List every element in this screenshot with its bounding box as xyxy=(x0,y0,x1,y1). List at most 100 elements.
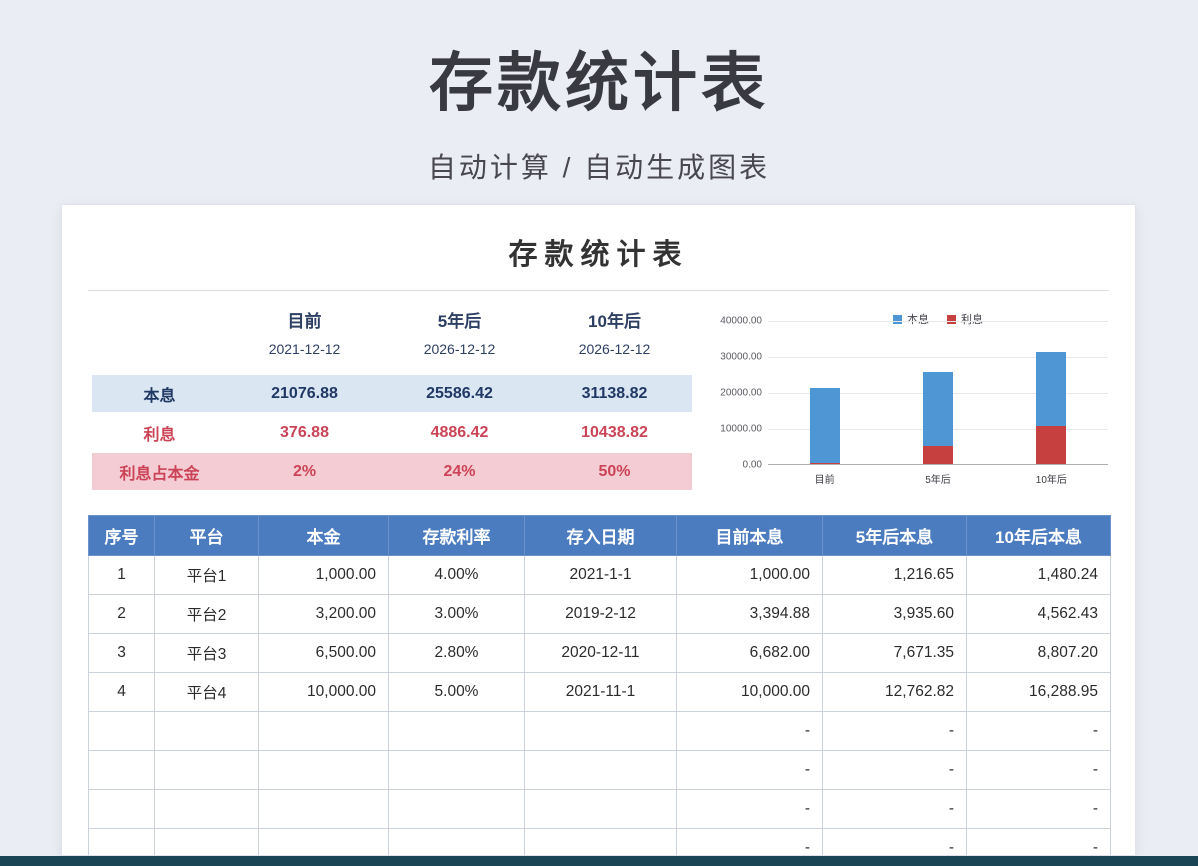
summary-value: 376.88 xyxy=(280,423,329,441)
table-cell[interactable] xyxy=(154,711,259,751)
table-cell[interactable]: 5.00% xyxy=(388,672,525,712)
table-cell[interactable]: 2020-12-11 xyxy=(524,633,677,673)
y-axis-label: 30000.00 xyxy=(720,351,762,363)
table-cell[interactable]: - xyxy=(966,750,1111,790)
page-subtitle: 自动计算 / 自动生成图表 xyxy=(427,152,771,183)
table-cell[interactable]: 4,562.43 xyxy=(966,594,1111,634)
table-cell[interactable]: 6,500.00 xyxy=(258,633,389,673)
table-cell[interactable]: - xyxy=(966,711,1111,751)
table-cell[interactable]: 3 xyxy=(88,633,155,673)
table-cell[interactable] xyxy=(524,750,677,790)
chart-bar-interest-segment xyxy=(809,462,840,464)
summary-col-label: 目前 xyxy=(287,312,322,331)
table-cell[interactable]: 2021-11-1 xyxy=(524,672,677,712)
table-cell[interactable]: - xyxy=(822,711,967,751)
summary-section: 目前 2021-12-12 5年后 2026-12-12 10年后 2026-1… xyxy=(92,299,692,490)
column-header: 5年后本息 xyxy=(822,515,967,556)
table-cell[interactable]: 3,394.88 xyxy=(676,594,823,634)
table-cell[interactable]: - xyxy=(676,789,823,829)
table-cell[interactable]: 6,682.00 xyxy=(676,633,823,673)
table-row: 2 平台2 3,200.00 3.00% 2019-2-12 3,394.88 3,935.… xyxy=(88,594,1111,634)
table-cell[interactable]: 平台2 xyxy=(154,594,259,634)
table-cell[interactable]: 7,671.35 xyxy=(822,633,967,673)
summary-col-current: 目前 2021-12-12 xyxy=(227,299,382,373)
table-cell[interactable]: 2019-2-12 xyxy=(524,594,677,634)
table-cell[interactable]: 2021-1-1 xyxy=(524,555,677,595)
table-row: --- xyxy=(88,750,1111,790)
chart-bar xyxy=(923,371,953,464)
table-cell[interactable]: 3.00% xyxy=(388,594,525,634)
table-cell[interactable] xyxy=(524,711,677,751)
summary-row-principal-interest: 本息 21076.88 25586.42 31138.82 xyxy=(92,375,692,412)
table-cell[interactable]: 12,762.82 xyxy=(822,672,967,712)
table-cell[interactable]: 10,000.00 xyxy=(676,672,823,712)
table-cell[interactable]: 3,935.60 xyxy=(822,594,967,634)
summary-value: 21076.88 xyxy=(271,384,338,402)
table-cell[interactable]: 1 xyxy=(88,555,155,595)
column-header: 平台 xyxy=(154,515,259,556)
table-cell[interactable]: 8,807.20 xyxy=(966,633,1111,673)
table-cell[interactable]: 平台1 xyxy=(154,555,259,595)
table-cell[interactable] xyxy=(154,789,259,829)
sheet-title: 存款统计表 xyxy=(508,239,689,271)
table-cell[interactable]: - xyxy=(822,789,967,829)
legend-label: 本息 xyxy=(907,314,929,326)
table-cell[interactable]: - xyxy=(676,828,823,855)
table-cell[interactable]: 2 xyxy=(88,594,155,634)
table-cell[interactable]: 10,000.00 xyxy=(258,672,389,712)
summary-col-10y: 10年后 2026-12-12 xyxy=(537,299,692,373)
table-cell[interactable] xyxy=(88,789,155,829)
table-cell[interactable]: 4 xyxy=(88,672,155,712)
table-cell[interactable] xyxy=(388,789,525,829)
table-cell[interactable]: 4.00% xyxy=(388,555,525,595)
legend-swatch xyxy=(947,314,956,324)
table-cell[interactable] xyxy=(258,789,389,829)
table-cell[interactable]: - xyxy=(966,789,1111,829)
table-cell[interactable]: 1,480.24 xyxy=(966,555,1111,595)
table-cell[interactable] xyxy=(388,711,525,751)
table-row: --- xyxy=(88,711,1111,751)
table-cell[interactable]: 1,000.00 xyxy=(258,555,389,595)
table-cell[interactable] xyxy=(88,828,155,855)
table-row: 1 平台1 1,000.00 4.00% 2021-1-1 1,000.00 1,216.6… xyxy=(88,555,1111,595)
summary-col-5y: 5年后 2026-12-12 xyxy=(382,299,537,373)
summary-value: 10438.82 xyxy=(581,423,648,441)
table-cell[interactable] xyxy=(524,789,677,829)
table-cell[interactable]: - xyxy=(676,711,823,751)
table-cell[interactable]: - xyxy=(966,828,1111,855)
page-title: 存款统计表 xyxy=(429,47,769,119)
table-cell[interactable]: - xyxy=(676,750,823,790)
summary-row-interest: 利息 376.88 4886.42 10438.82 xyxy=(92,414,692,451)
table-cell[interactable] xyxy=(388,750,525,790)
table-cell[interactable] xyxy=(154,750,259,790)
x-axis-label: 10年后 xyxy=(1035,475,1067,486)
table-cell[interactable]: 1,216.65 xyxy=(822,555,967,595)
table-cell[interactable] xyxy=(258,828,389,855)
table-cell[interactable] xyxy=(88,711,155,751)
x-axis-label: 5年后 xyxy=(925,475,951,486)
table-cell[interactable] xyxy=(258,750,389,790)
table-cell[interactable] xyxy=(388,828,525,855)
chart-bar xyxy=(809,388,840,464)
table-cell[interactable] xyxy=(88,750,155,790)
table-cell[interactable] xyxy=(154,828,259,855)
table-cell[interactable]: 16,288.95 xyxy=(966,672,1111,712)
table-cell[interactable]: 3,200.00 xyxy=(258,594,389,634)
table-cell[interactable]: 1,000.00 xyxy=(676,555,823,595)
table-cell[interactable]: 平台3 xyxy=(154,633,259,673)
summary-row-label: 本息 xyxy=(143,387,176,405)
table-cell[interactable] xyxy=(258,711,389,751)
summary-value: 31138.82 xyxy=(581,384,648,402)
table-cell[interactable]: 2.80% xyxy=(388,633,525,673)
table-cell[interactable]: - xyxy=(822,828,967,855)
table-cell[interactable]: - xyxy=(822,750,967,790)
summary-value: 2% xyxy=(292,462,317,480)
y-axis-label: 40000.00 xyxy=(720,315,762,327)
legend-swatch xyxy=(893,314,902,324)
y-axis-label: 20000.00 xyxy=(720,387,762,399)
chart-plot: 0.00 10000.00 20000.00 30000.00 40000.00 目前 5年… xyxy=(720,316,1108,486)
summary-col-label: 5年后 xyxy=(437,312,482,331)
table-cell[interactable] xyxy=(524,828,677,855)
table-cell[interactable]: 平台4 xyxy=(154,672,259,712)
table-row: 3 平台3 6,500.00 2.80% 2020-12-11 6,682.00 7,671… xyxy=(88,633,1111,673)
